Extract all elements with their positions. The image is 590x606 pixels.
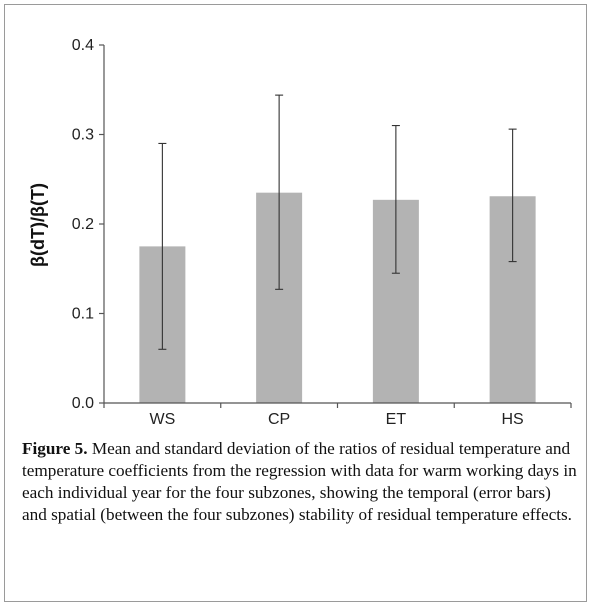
y-tick-label: 0.0 <box>72 395 94 412</box>
y-ticks-group: 0.0 0.1 0.2 0.3 0.4 <box>72 37 104 412</box>
caption-text: Mean and standard deviation of the ratio… <box>22 439 577 524</box>
error-bar-cp <box>275 94 284 290</box>
x-tick-label-cp: CP <box>268 411 290 428</box>
figure-caption: Figure 5. Mean and standard deviation of… <box>22 438 577 526</box>
error-bar-ws <box>158 142 167 350</box>
error-bar-hs <box>508 128 517 263</box>
error-bars-group <box>158 94 517 350</box>
x-tick-label-ws: WS <box>149 411 175 428</box>
x-tick-label-hs: HS <box>502 411 524 428</box>
bar-chart: 0.0 0.1 0.2 0.3 0.4 WS CP ET HS β(dT)/β(T) <box>28 37 572 428</box>
x-ticks-group: WS CP ET HS <box>103 403 572 428</box>
y-axis-label: β(dT)/β(T) <box>28 183 48 267</box>
y-tick-label: 0.2 <box>72 216 94 233</box>
caption-label: Figure 5. <box>22 439 88 458</box>
y-tick-label: 0.4 <box>72 37 94 54</box>
y-tick-label: 0.3 <box>72 127 94 144</box>
error-bar-et <box>391 125 400 274</box>
y-tick-label: 0.1 <box>72 306 94 323</box>
x-tick-label-et: ET <box>386 411 407 428</box>
bars-group <box>139 192 536 403</box>
